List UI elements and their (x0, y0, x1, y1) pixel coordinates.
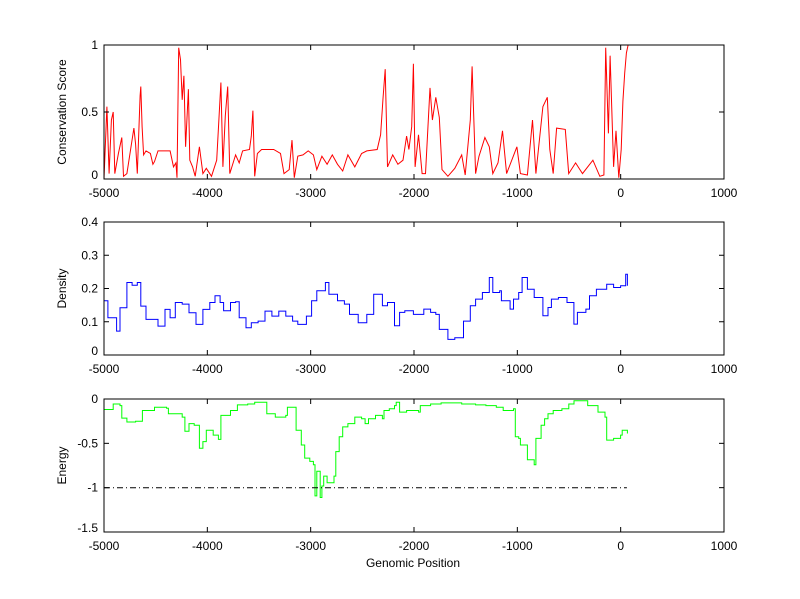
y-tick-label: 0.1 (81, 315, 98, 329)
series-line-energy (104, 400, 628, 498)
x-tick-label: -5000 (89, 186, 120, 200)
y-tick-label: -1 (87, 481, 98, 495)
y-tick-label: 0 (91, 392, 98, 406)
x-tick-label: -1000 (502, 186, 533, 200)
y-tick-label: 0.4 (81, 215, 98, 229)
subplot-2: -5000 -4000 -3000 -2000 -1000 0 1000 0 0.1 0.2 0.3… (55, 215, 738, 376)
y-tick-label: 0 (91, 168, 98, 182)
x-axis-label: Genomic Position (366, 556, 460, 570)
x-tick-label: 0 (617, 362, 624, 376)
y-tick-label: 0.3 (81, 248, 98, 262)
x-tick-label: 1000 (711, 539, 738, 553)
x-tick-label: -4000 (192, 539, 223, 553)
subplot-3: -5000 -4000 -3000 -2000 -1000 0 1000 -1.5 -1 -0.5… (55, 392, 738, 570)
x-tick-label: -3000 (295, 539, 326, 553)
x-tick-label: -1000 (502, 362, 533, 376)
y-axis-label: Energy (55, 446, 69, 484)
y-tick-label: 0 (91, 344, 98, 358)
x-tick-label: -3000 (295, 362, 326, 376)
y-tick-label: 1 (91, 38, 98, 52)
x-tick-label: 1000 (711, 186, 738, 200)
y-tick-label: 0.5 (81, 105, 98, 119)
y-tick-label: -1.5 (77, 521, 98, 535)
series-line-conservation (103, 44, 629, 180)
y-tick-label: -0.5 (77, 436, 98, 450)
y-axis-label: Conservation Score (55, 59, 69, 165)
x-tick-label: 1000 (711, 362, 738, 376)
x-tick-label: 0 (617, 186, 624, 200)
x-tick-label: -4000 (192, 362, 223, 376)
x-tick-label: -2000 (399, 539, 430, 553)
x-tick-label: -1000 (502, 539, 533, 553)
x-tick-label: -3000 (295, 186, 326, 200)
x-tick-label: -2000 (399, 186, 430, 200)
subplot-1: -5000 -4000 -3000 -2000 -1000 0 1000 0 0.5 1 Conse… (55, 38, 738, 200)
y-axis-label: Density (55, 268, 69, 308)
x-tick-label: -5000 (89, 539, 120, 553)
plot-area (104, 222, 724, 355)
x-tick-label: -2000 (399, 362, 430, 376)
plot-area (104, 399, 724, 532)
x-tick-label: -4000 (192, 186, 223, 200)
x-tick-label: -5000 (89, 362, 120, 376)
series-line-density (104, 273, 628, 340)
x-tick-label: 0 (617, 539, 624, 553)
y-tick-label: 0.2 (81, 282, 98, 296)
